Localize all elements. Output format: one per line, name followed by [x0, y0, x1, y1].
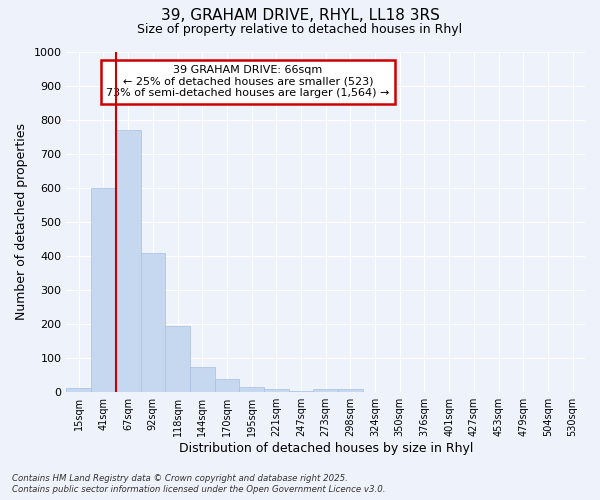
X-axis label: Distribution of detached houses by size in Rhyl: Distribution of detached houses by size … — [179, 442, 473, 455]
Bar — [140, 252, 165, 392]
Bar — [264, 390, 289, 392]
Bar — [239, 387, 264, 392]
Bar — [165, 326, 190, 392]
Bar — [338, 389, 363, 392]
Bar — [91, 188, 116, 392]
Text: Contains HM Land Registry data © Crown copyright and database right 2025.
Contai: Contains HM Land Registry data © Crown c… — [12, 474, 386, 494]
Bar — [289, 390, 313, 392]
Bar — [67, 388, 91, 392]
Bar — [116, 130, 140, 392]
Bar — [190, 366, 215, 392]
Text: 39 GRAHAM DRIVE: 66sqm
← 25% of detached houses are smaller (523)
73% of semi-de: 39 GRAHAM DRIVE: 66sqm ← 25% of detached… — [106, 65, 389, 98]
Bar — [215, 380, 239, 392]
Text: 39, GRAHAM DRIVE, RHYL, LL18 3RS: 39, GRAHAM DRIVE, RHYL, LL18 3RS — [161, 8, 439, 22]
Text: Size of property relative to detached houses in Rhyl: Size of property relative to detached ho… — [137, 22, 463, 36]
Bar — [313, 389, 338, 392]
Y-axis label: Number of detached properties: Number of detached properties — [15, 124, 28, 320]
